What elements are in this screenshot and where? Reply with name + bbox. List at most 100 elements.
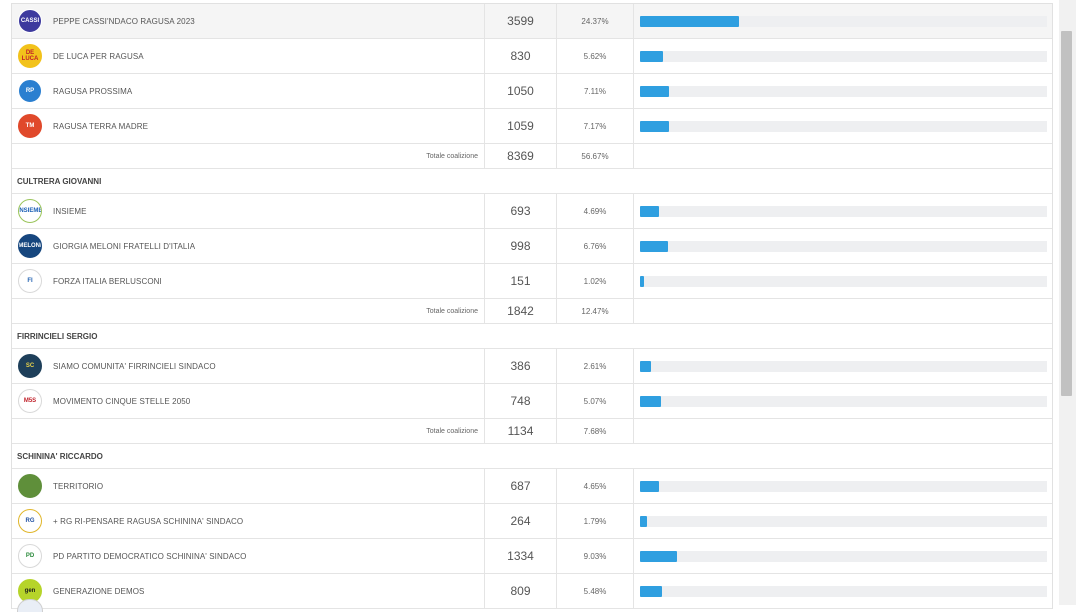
list-name: RAGUSA TERRA MADRE bbox=[53, 121, 149, 131]
list-name: + RG RI-PENSARE RAGUSA SCHININA' SINDACO bbox=[53, 516, 244, 526]
votes-cell: 830 bbox=[484, 39, 557, 73]
party-logo-icon: RG bbox=[18, 509, 42, 533]
coalition-total-row: Totale coalizione 1842 12.47% bbox=[12, 299, 1052, 324]
list-name: RAGUSA PROSSIMA bbox=[53, 86, 133, 96]
party-logo-icon bbox=[18, 474, 42, 498]
coalition-candidate-name: CULTRERA GIOVANNI bbox=[17, 176, 102, 186]
percentage-cell: 4.69% bbox=[557, 194, 634, 228]
percentage-cell: 7.11% bbox=[557, 74, 634, 108]
votes-cell: 1334 bbox=[484, 539, 557, 573]
votes-cell: 1059 bbox=[484, 109, 557, 143]
list-row[interactable]: TM RAGUSA TERRA MADRE 1059 7.17% bbox=[12, 109, 1052, 144]
list-name: SIAMO COMUNITA' FIRRINCIELI SINDACO bbox=[53, 361, 216, 371]
coalition-header-row: SCHININA' RICCARDO bbox=[12, 444, 1052, 469]
coalition-header-row: CULTRERA GIOVANNI bbox=[12, 169, 1052, 194]
vote-bar-fill bbox=[640, 206, 660, 217]
percentage-cell: 5.48% bbox=[557, 574, 634, 608]
votes-cell: 687 bbox=[484, 469, 557, 503]
bar-cell-empty bbox=[634, 419, 1052, 443]
vote-bar-fill bbox=[640, 396, 661, 407]
party-logo-icon: M5S bbox=[18, 389, 42, 413]
vote-bar-fill bbox=[640, 86, 669, 97]
votes-cell: 386 bbox=[484, 349, 557, 383]
vertical-scrollbar[interactable] bbox=[1059, 0, 1076, 605]
list-row[interactable]: DE LUCA DE LUCA PER RAGUSA 830 5.62% bbox=[12, 39, 1052, 74]
vote-bar-track bbox=[640, 86, 1047, 97]
party-logo-icon: PD bbox=[18, 544, 42, 568]
vote-bar-track bbox=[640, 481, 1047, 492]
list-name-cell: TERRITORIO bbox=[12, 469, 484, 503]
vote-bar-fill bbox=[640, 481, 659, 492]
total-label: Totale coalizione bbox=[426, 152, 478, 160]
scrollbar-thumb[interactable] bbox=[1061, 31, 1072, 396]
total-label-cell: Totale coalizione bbox=[12, 419, 484, 443]
vote-bar-fill bbox=[640, 51, 663, 62]
results-table: CASSI PEPPE CASSI'NDACO RAGUSA 2023 3599 24… bbox=[11, 3, 1053, 609]
votes-cell: 998 bbox=[484, 229, 557, 263]
total-label: Totale coalizione bbox=[426, 427, 478, 435]
vote-bar-fill bbox=[640, 121, 670, 132]
list-name-cell: CASSI PEPPE CASSI'NDACO RAGUSA 2023 bbox=[12, 4, 484, 38]
bar-cell-empty bbox=[634, 299, 1052, 323]
list-row[interactable]: gen GENERAZIONE DEMOS 809 5.48% bbox=[12, 574, 1052, 609]
vote-bar-fill bbox=[640, 586, 663, 597]
vote-bar-track bbox=[640, 586, 1047, 597]
list-name-cell: MELONI GIORGIA MELONI FRATELLI D'ITALIA bbox=[12, 229, 484, 263]
list-row[interactable]: MELONI GIORGIA MELONI FRATELLI D'ITALIA 99… bbox=[12, 229, 1052, 264]
total-percentage-cell: 12.47% bbox=[557, 299, 634, 323]
votes-cell: 693 bbox=[484, 194, 557, 228]
bar-cell-empty bbox=[634, 144, 1052, 168]
total-percentage-cell: 7.68% bbox=[557, 419, 634, 443]
list-name-cell: PD PD PARTITO DEMOCRATICO SCHININA' SINDA… bbox=[12, 539, 484, 573]
list-row[interactable]: RP RAGUSA PROSSIMA 1050 7.11% bbox=[12, 74, 1052, 109]
vote-bar-fill bbox=[640, 276, 645, 287]
percentage-cell: 24.37% bbox=[557, 4, 634, 38]
list-row[interactable]: INSIEME INSIEME 693 4.69% bbox=[12, 194, 1052, 229]
total-votes-cell: 1842 bbox=[484, 299, 557, 323]
total-votes-cell: 1134 bbox=[484, 419, 557, 443]
list-name: PEPPE CASSI'NDACO RAGUSA 2023 bbox=[53, 16, 195, 26]
list-row[interactable]: M5S MOVIMENTO CINQUE STELLE 2050 748 5.07% bbox=[12, 384, 1052, 419]
list-name-cell: TM RAGUSA TERRA MADRE bbox=[12, 109, 484, 143]
list-name-cell: INSIEME INSIEME bbox=[12, 194, 484, 228]
vote-bar-track bbox=[640, 361, 1047, 372]
vote-bar-track bbox=[640, 396, 1047, 407]
vote-bar-fill bbox=[640, 361, 651, 372]
list-name: FORZA ITALIA BERLUSCONI bbox=[53, 276, 162, 286]
list-row[interactable]: SC SIAMO COMUNITA' FIRRINCIELI SINDACO 386… bbox=[12, 349, 1052, 384]
party-logo-icon: TM bbox=[18, 114, 42, 138]
coalition-candidate-name: SCHININA' RICCARDO bbox=[17, 451, 103, 461]
bar-cell bbox=[634, 504, 1052, 538]
percentage-cell: 2.61% bbox=[557, 349, 634, 383]
list-name-cell: gen GENERAZIONE DEMOS bbox=[12, 574, 484, 608]
vote-bar-fill bbox=[640, 551, 677, 562]
total-label-cell: Totale coalizione bbox=[12, 144, 484, 168]
list-row[interactable]: TERRITORIO 687 4.65% bbox=[12, 469, 1052, 504]
vote-bar-track bbox=[640, 241, 1047, 252]
bar-cell bbox=[634, 539, 1052, 573]
list-name: PD PARTITO DEMOCRATICO SCHININA' SINDACO bbox=[53, 551, 247, 561]
bar-cell bbox=[634, 39, 1052, 73]
party-logo-icon: MELONI bbox=[18, 234, 42, 258]
percentage-cell: 4.65% bbox=[557, 469, 634, 503]
list-name: GIORGIA MELONI FRATELLI D'ITALIA bbox=[53, 241, 196, 251]
list-row[interactable]: PD PD PARTITO DEMOCRATICO SCHININA' SINDA… bbox=[12, 539, 1052, 574]
bar-cell bbox=[634, 229, 1052, 263]
party-logo-icon: RP bbox=[18, 79, 42, 103]
list-name-cell: SC SIAMO COMUNITA' FIRRINCIELI SINDACO bbox=[12, 349, 484, 383]
list-row[interactable]: CASSI PEPPE CASSI'NDACO RAGUSA 2023 3599 24… bbox=[12, 4, 1052, 39]
percentage-cell: 1.02% bbox=[557, 264, 634, 298]
list-name-cell: RG + RG RI-PENSARE RAGUSA SCHININA' SINDA… bbox=[12, 504, 484, 538]
list-row[interactable]: RG + RG RI-PENSARE RAGUSA SCHININA' SINDA… bbox=[12, 504, 1052, 539]
bar-cell bbox=[634, 194, 1052, 228]
vote-bar-fill bbox=[640, 16, 740, 27]
bar-cell bbox=[634, 4, 1052, 38]
percentage-cell: 6.76% bbox=[557, 229, 634, 263]
bar-cell bbox=[634, 574, 1052, 608]
list-name: DE LUCA PER RAGUSA bbox=[53, 51, 144, 61]
list-row[interactable]: FI FORZA ITALIA BERLUSCONI 151 1.02% bbox=[12, 264, 1052, 299]
votes-cell: 3599 bbox=[484, 4, 557, 38]
total-percentage-cell: 56.67% bbox=[557, 144, 634, 168]
coalition-total-row: Totale coalizione 1134 7.68% bbox=[12, 419, 1052, 444]
percentage-cell: 1.79% bbox=[557, 504, 634, 538]
